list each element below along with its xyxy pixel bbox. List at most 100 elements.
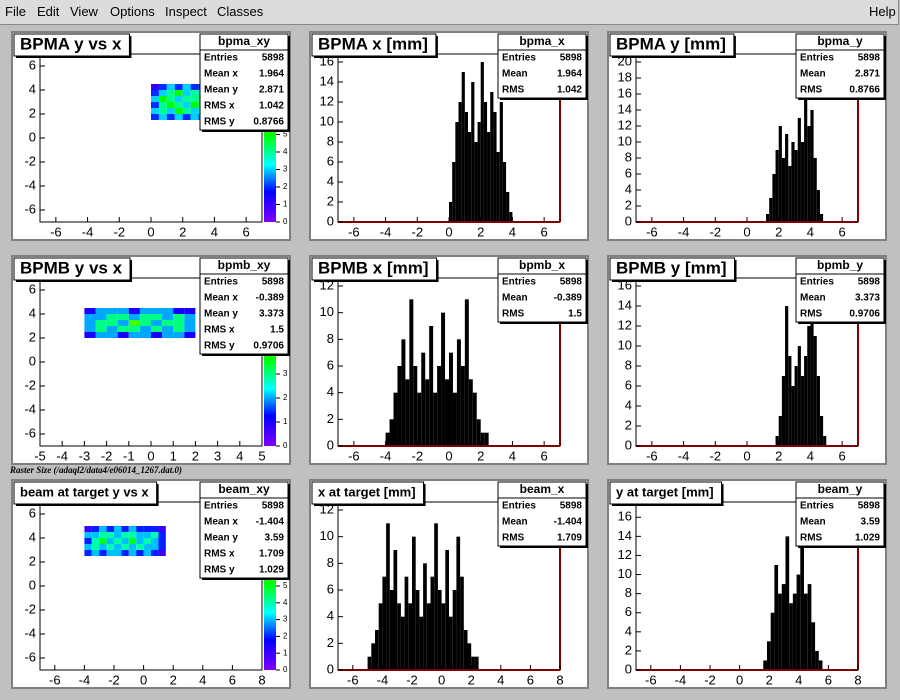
y-tick-label: 18 — [618, 69, 632, 84]
x-tick-label: 6 — [839, 448, 846, 463]
histogram-bar — [810, 286, 814, 446]
heatmap-cell — [84, 314, 96, 320]
heatmap-cell — [184, 314, 196, 320]
histogram-bar — [778, 593, 782, 670]
histogram-bar — [480, 62, 484, 222]
heatmap-cell — [128, 550, 137, 556]
heatmap-cell — [166, 114, 175, 120]
z-tick-label: 4 — [283, 147, 288, 156]
histogram-bar — [483, 102, 488, 222]
histogram-bar — [474, 142, 478, 222]
stats-box — [199, 481, 289, 579]
histogram-bar — [371, 643, 375, 670]
y-tick-label: 6 — [327, 357, 334, 372]
menu-item[interactable]: Help — [869, 4, 896, 19]
menu-item[interactable]: File — [5, 4, 26, 19]
x-tick-label: -6 — [348, 224, 360, 239]
heatmap-cell — [151, 332, 163, 338]
x-tick-label: 2 — [477, 448, 484, 463]
histogram-bar — [496, 152, 500, 222]
x-tick-label: -6 — [348, 448, 360, 463]
stats-value: 5898 — [858, 501, 881, 512]
stats-label: Entries — [502, 277, 536, 288]
y-tick-label: 4 — [29, 305, 36, 320]
x-tick-label: 0 — [438, 672, 445, 687]
stats-value: 5898 — [858, 277, 881, 288]
heatmap-cell — [117, 326, 129, 332]
heatmap-cell — [151, 102, 159, 108]
x-tick-label: 4 — [497, 672, 504, 687]
heatmap-cell — [106, 308, 118, 314]
stats-name: beam_y — [818, 482, 863, 496]
histogram-bar — [415, 590, 420, 670]
stats-label: Entries — [502, 53, 536, 64]
stats-value: 2.871 — [259, 85, 284, 96]
heatmap-cell — [106, 550, 114, 556]
heatmap-cell — [99, 532, 107, 538]
y-tick-label: -2 — [24, 601, 36, 616]
heatmap-cell — [190, 108, 199, 114]
heatmap-cell — [173, 314, 185, 320]
x-tick-label: 4 — [211, 224, 218, 239]
stats-value: 1.5 — [568, 309, 582, 320]
x-tick-label: -4 — [678, 224, 690, 239]
stats-value: 5898 — [560, 501, 583, 512]
menu-item[interactable]: View — [70, 4, 98, 19]
chart-title: BPMA y [mm] — [616, 34, 726, 53]
menu-item[interactable]: Edit — [37, 4, 60, 19]
x-tick-label: -4 — [380, 448, 392, 463]
y-tick-label: -4 — [24, 177, 36, 192]
y-tick-label: 2 — [29, 105, 36, 120]
histogram-bar — [425, 379, 430, 446]
menu-item[interactable]: Classes — [217, 4, 264, 19]
heatmap-cell — [84, 332, 96, 338]
histogram-bar — [785, 536, 790, 670]
histogram-bar — [819, 416, 824, 446]
histogram-bar — [445, 550, 449, 670]
heatmap-cell — [128, 326, 140, 332]
histogram-bar — [766, 641, 771, 670]
histogram-bar — [385, 432, 390, 446]
z-tick-label: 5 — [283, 130, 288, 139]
histogram-bar — [468, 379, 473, 446]
y-tick-label: 2 — [625, 417, 632, 432]
heatmap-cell — [162, 326, 174, 332]
x-tick-label: 0 — [147, 224, 154, 239]
stats-value: 3.59 — [861, 517, 881, 528]
y-tick-label: 0 — [625, 437, 632, 452]
y-tick-label: 6 — [625, 165, 632, 180]
y-tick-label: 0 — [327, 213, 334, 228]
stats-name: bpmb_xy — [218, 258, 271, 272]
heatmap-cell — [106, 526, 114, 532]
histogram-bar — [785, 134, 789, 222]
y-tick-label: 12 — [618, 117, 632, 132]
x-tick-label: 4 — [236, 448, 243, 463]
y-tick-label: -4 — [24, 625, 36, 640]
y-tick-label: 0 — [327, 661, 334, 676]
menu-item[interactable]: Inspect — [165, 4, 207, 19]
menu-item[interactable]: Options — [110, 4, 155, 19]
y-tick-label: 0 — [625, 213, 632, 228]
y-tick-label: 4 — [327, 384, 334, 399]
histogram-bar — [502, 162, 507, 222]
histogram-bar — [389, 419, 394, 446]
heatmap-cell — [99, 538, 107, 544]
histogram-bar — [766, 214, 770, 222]
histogram-bar — [393, 550, 398, 670]
stats-label: Mean — [800, 293, 826, 304]
x-tick-label: 4 — [509, 224, 516, 239]
histogram-bar — [449, 616, 453, 670]
histogram-bar — [430, 576, 435, 670]
y-tick-label: 8 — [327, 133, 334, 148]
heatmap-cell — [173, 308, 185, 314]
histogram-bar — [393, 392, 398, 446]
stats-box — [795, 257, 885, 323]
stats-label: Mean — [502, 69, 528, 80]
stats-box — [199, 257, 289, 355]
stats-value: 1.029 — [259, 565, 284, 576]
heatmap-cell — [182, 102, 191, 108]
heatmap-cell — [99, 544, 107, 550]
y-tick-label: 4 — [29, 529, 36, 544]
stats-value: 0.9706 — [849, 309, 880, 320]
y-tick-label: 6 — [327, 153, 334, 168]
